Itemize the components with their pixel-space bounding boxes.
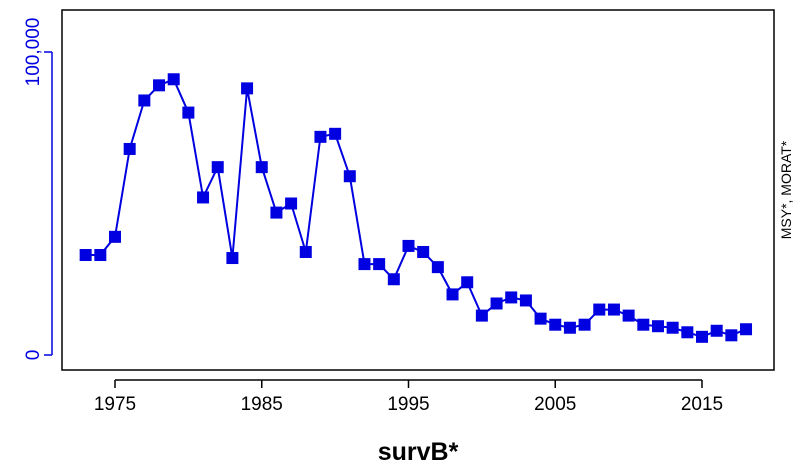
- data-point: [651, 320, 664, 333]
- data-point: [197, 191, 210, 204]
- data-point: [79, 249, 92, 262]
- data-point: [299, 245, 312, 258]
- data-point: [725, 329, 738, 342]
- data-point: [637, 318, 650, 331]
- data-point: [153, 79, 166, 92]
- data-point: [358, 258, 371, 271]
- right-axis-label: MSY*, MORAT*: [778, 140, 794, 239]
- data-point: [696, 330, 708, 343]
- data-point: [710, 324, 723, 337]
- data-point: [461, 276, 474, 289]
- x-tick-label: 1975: [94, 394, 136, 415]
- data-point: [343, 170, 356, 183]
- y-tick-label: 0: [23, 350, 44, 361]
- data-point: [211, 161, 224, 174]
- data-point: [446, 288, 459, 301]
- data-point: [94, 249, 107, 262]
- data-point: [182, 106, 195, 119]
- data-point: [329, 127, 342, 140]
- data-point: [241, 82, 254, 95]
- data-point: [681, 326, 694, 339]
- data-point: [226, 252, 239, 265]
- data-point: [666, 321, 679, 334]
- y-axis: 0 100,000: [23, 18, 53, 361]
- data-point: [490, 297, 503, 310]
- data-point: [109, 230, 121, 243]
- data-point: [431, 261, 444, 274]
- data-point: [387, 273, 400, 286]
- x-tick-label: 1985: [241, 394, 283, 415]
- data-point: [138, 94, 151, 107]
- data-point: [505, 291, 518, 304]
- x-tick-label: 2015: [681, 394, 723, 415]
- data-point: [167, 73, 180, 86]
- data-point: [578, 318, 591, 331]
- data-point: [373, 258, 386, 271]
- data-point: [255, 161, 268, 174]
- x-tick-label: 2005: [534, 394, 576, 415]
- data-point: [563, 321, 576, 334]
- data-series: [79, 73, 753, 343]
- data-point: [622, 309, 635, 322]
- y-tick-label: 100,000: [23, 18, 44, 87]
- data-point: [593, 303, 606, 316]
- x-axis: 1975 1985 1995 2005 2015: [94, 379, 723, 415]
- data-point: [285, 197, 298, 210]
- x-tick-label: 1995: [387, 394, 429, 415]
- data-point: [417, 245, 430, 258]
- data-point: [475, 309, 488, 322]
- data-point: [270, 206, 283, 219]
- data-point: [607, 303, 620, 316]
- data-point: [519, 294, 532, 307]
- data-point: [123, 142, 136, 155]
- data-point: [314, 130, 327, 143]
- plot-frame: [61, 9, 775, 371]
- data-point: [402, 239, 415, 252]
- x-axis-label: survB*: [378, 438, 459, 466]
- data-point: [549, 318, 562, 331]
- series-line: [85, 78, 747, 338]
- data-point: [740, 323, 753, 336]
- data-point: [534, 312, 547, 325]
